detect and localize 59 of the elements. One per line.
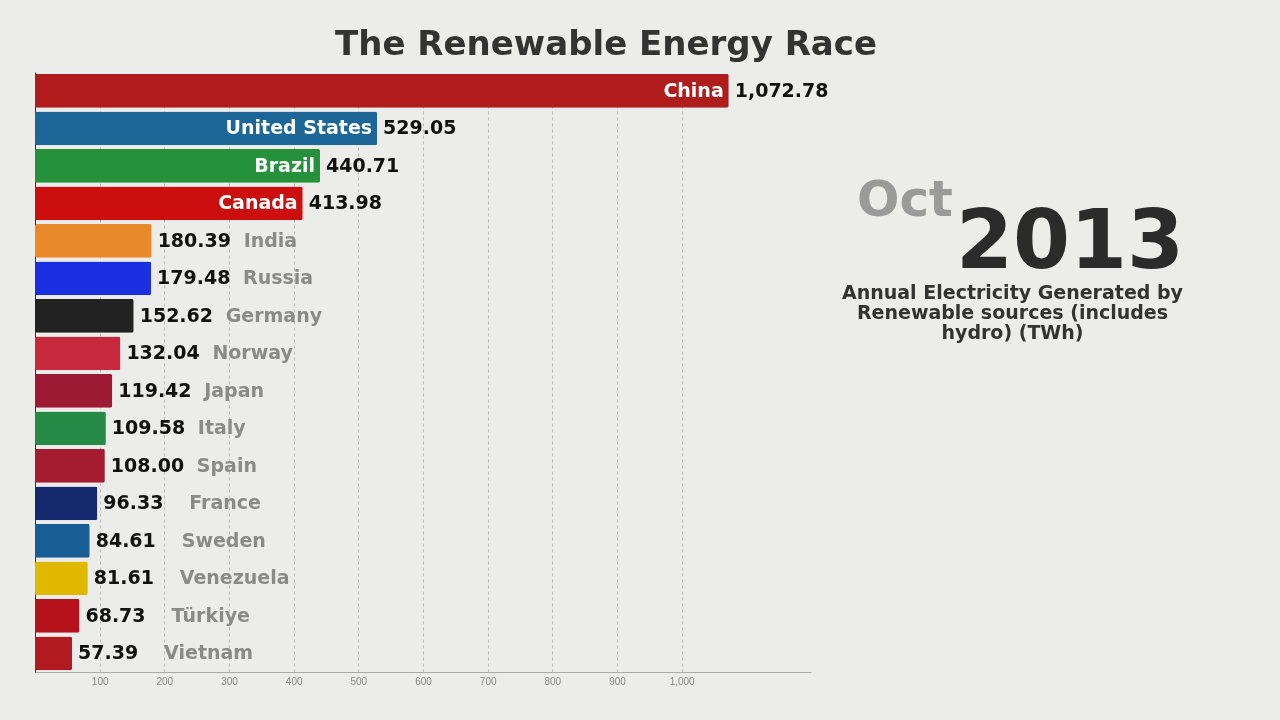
bar: [35, 636, 73, 671]
data-label: 132.04: [126, 341, 200, 364]
x-tick-label: 400: [285, 675, 303, 687]
y-tick-label: Türkiye: [171, 603, 250, 626]
data-label: 1,072.78: [734, 78, 829, 101]
data-label: 109.58: [111, 416, 186, 439]
data-label: 96.33: [103, 491, 164, 514]
y-tick-label: Japan: [202, 378, 265, 401]
y-tick-label: United States: [225, 116, 373, 139]
bar: [35, 186, 303, 221]
y-tick-label: Spain: [196, 453, 257, 476]
x-tick-label: 600: [415, 675, 433, 687]
data-label: 81.61: [93, 566, 154, 589]
x-tick-label: 800: [544, 675, 562, 687]
bar: [35, 598, 80, 633]
data-label: 440.71: [325, 153, 400, 176]
data-label: 152.62: [139, 303, 214, 326]
bar: [35, 561, 88, 596]
data-label: 119.42: [118, 378, 192, 401]
x-tick-label: 300: [221, 675, 239, 687]
data-label: 529.05: [383, 116, 457, 139]
bar: [35, 411, 106, 446]
y-tick-label: Norway: [212, 341, 294, 364]
x-tick-label: 500: [350, 675, 368, 687]
text: Oct: [856, 170, 954, 228]
bar: [35, 373, 113, 408]
bar: [35, 148, 320, 183]
y-tick-label: Venezuela: [179, 566, 290, 589]
y-tick-label: Italy: [197, 416, 247, 439]
y-tick-label: Vietnam: [164, 641, 254, 664]
bar: [35, 298, 134, 333]
data-label: 108.00: [110, 453, 185, 476]
x-tick-label: 700: [479, 675, 497, 687]
y-tick-label: China: [663, 78, 724, 101]
bar: [35, 486, 98, 521]
x-tick-label: 100: [91, 675, 109, 687]
bar: [35, 73, 729, 108]
x-tick-label: 900: [609, 675, 627, 687]
bar: [35, 223, 152, 258]
y-tick-label: Russia: [243, 266, 314, 289]
chart-title: The Renewable Energy Race: [335, 23, 877, 63]
data-label: 68.73: [85, 603, 146, 626]
x-tick-label: 1,000: [669, 675, 696, 687]
y-tick-label: India: [243, 228, 298, 251]
y-tick-label: Brazil: [254, 153, 315, 176]
data-label: 179.48: [157, 266, 231, 289]
data-label: 180.39: [157, 228, 231, 251]
bar: [35, 448, 105, 483]
bar: [35, 523, 90, 558]
y-tick-label: Canada: [218, 191, 298, 214]
data-label: 413.98: [308, 191, 383, 214]
y-tick-label: Germany: [225, 303, 323, 326]
data-label: 84.61: [95, 528, 156, 551]
y-tick-label: France: [189, 491, 261, 514]
y-tick-label: Sweden: [181, 528, 266, 551]
bar: [35, 261, 152, 296]
data-label: 57.39: [78, 641, 139, 664]
x-tick-label: 200: [156, 675, 174, 687]
bar: [35, 336, 121, 371]
